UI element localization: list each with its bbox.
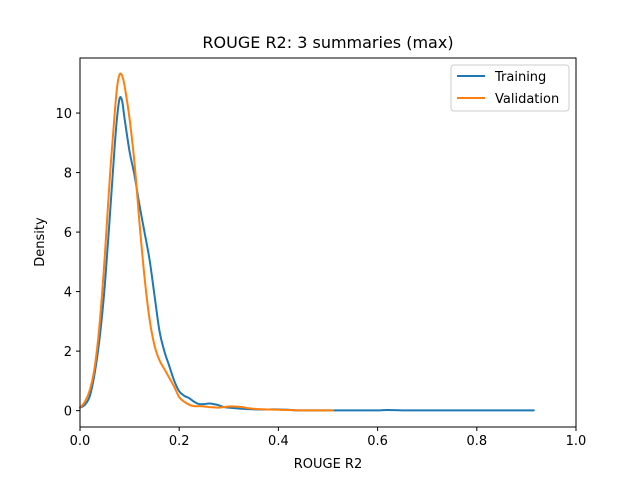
x-tick-label: 1.0 [566, 434, 587, 449]
y-tick-label: 4 [64, 286, 72, 301]
x-tick-label: 0.0 [70, 434, 91, 449]
y-tick-label: 6 [64, 226, 72, 241]
x-tick-label: 0.4 [268, 434, 289, 449]
x-tick-label: 0.6 [367, 434, 388, 449]
y-tick-label: 8 [64, 167, 72, 182]
x-tick-label: 0.8 [466, 434, 487, 449]
legend-label-validation: Validation [495, 92, 559, 107]
plot-frame [79, 57, 577, 428]
series-line-validation [79, 72, 334, 412]
y-axis: 0 2 4 6 8 10 [55, 107, 80, 420]
chart-title: ROUGE R2: 3 summaries (max) [202, 33, 453, 52]
x-axis: 0.0 0.2 0.4 0.6 0.8 1.0 [70, 427, 587, 449]
plot-area [79, 72, 535, 412]
y-tick-label: 10 [55, 107, 72, 122]
x-tick-label: 0.2 [169, 434, 190, 449]
y-tick-label: 2 [64, 345, 72, 360]
x-axis-title: ROUGE R2 [294, 457, 363, 472]
y-tick-label: 0 [64, 405, 72, 420]
legend: Training Validation [450, 64, 570, 112]
legend-label-training: Training [494, 70, 546, 85]
y-axis-title: Density [33, 217, 48, 267]
